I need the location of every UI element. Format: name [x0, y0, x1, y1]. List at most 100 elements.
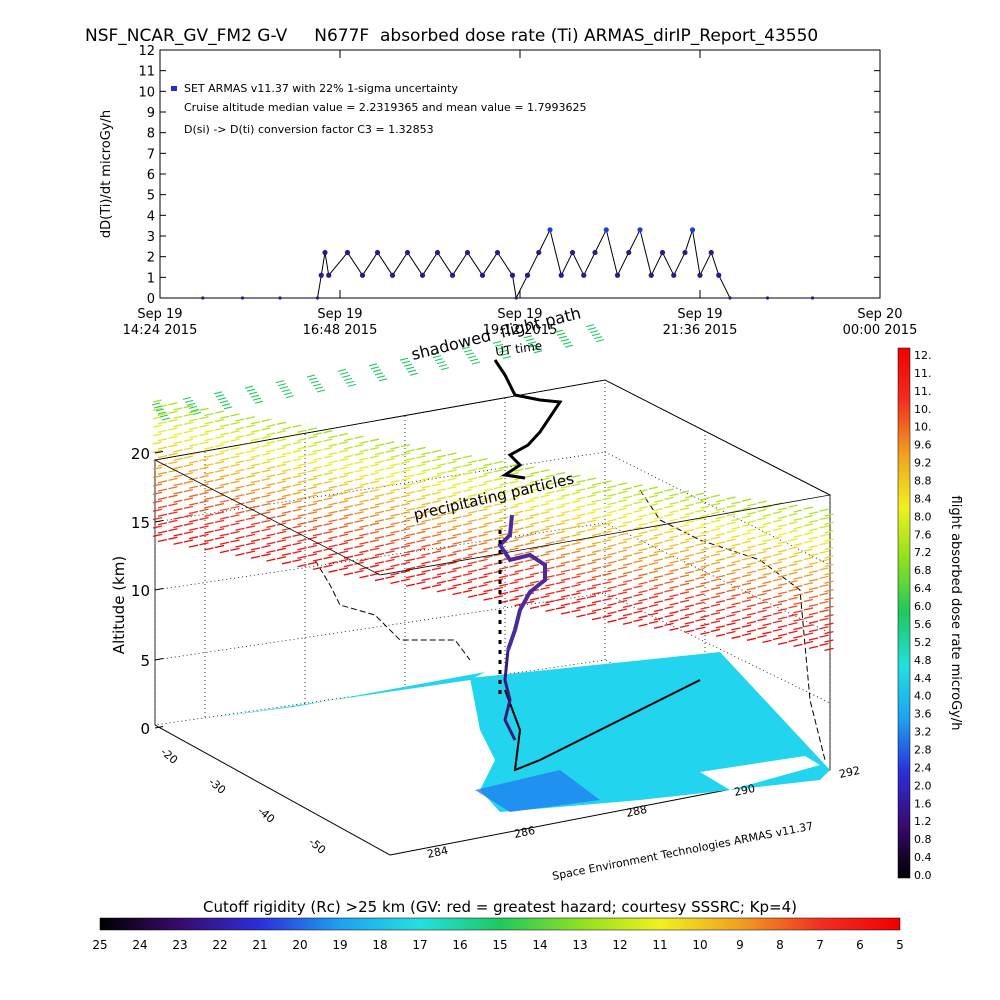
y-tick-label: 7: [147, 147, 155, 162]
particle-mark: [281, 561, 292, 565]
particle-mark: [168, 410, 178, 414]
particle-mark: [250, 513, 261, 517]
data-point: [536, 249, 542, 256]
particle-mark: [710, 528, 721, 532]
particle-mark: [762, 522, 772, 526]
particle-mark: [421, 493, 431, 498]
altitude-tick-mark: [154, 451, 164, 454]
particle-mark: [188, 435, 199, 439]
rigidity-colorbar-tick: 11: [652, 938, 667, 952]
particle-mark: [452, 474, 462, 478]
particle-mark: [452, 482, 462, 486]
particle-mark: [385, 449, 395, 453]
particle-mark: [199, 441, 209, 445]
particle-mark: [390, 530, 400, 534]
particle-mark: [715, 524, 726, 528]
particle-mark: [400, 536, 411, 540]
particle-mark: [400, 570, 411, 574]
particle-mark: [731, 560, 741, 564]
particle-mark: [297, 513, 307, 517]
data-point: [464, 249, 471, 256]
particle-mark: [359, 457, 369, 461]
particle-mark: [715, 574, 726, 579]
particle-mark: [190, 408, 200, 412]
rigidity-colorbar-tick: 21: [252, 938, 267, 952]
particle-mark: [374, 527, 385, 531]
particle-mark: [586, 603, 597, 607]
particle-mark: [343, 471, 354, 475]
particle-mark: [359, 516, 369, 520]
particle-mark: [648, 620, 659, 625]
particle-mark: [347, 383, 357, 387]
particle-mark: [793, 626, 803, 631]
particle-mark: [250, 394, 260, 398]
particle-mark: [173, 508, 183, 512]
particle-mark: [591, 616, 602, 621]
y-tick-label: 11: [138, 65, 155, 80]
particle-mark: [328, 561, 338, 565]
particle-mark: [297, 521, 307, 526]
particle-mark: [793, 601, 803, 605]
particle-mark: [297, 496, 307, 501]
longitude-tick-label: 292: [838, 764, 861, 781]
particle-mark: [808, 620, 819, 624]
particle-mark: [602, 488, 612, 492]
particle-mark: [819, 550, 829, 554]
particle-mark: [493, 586, 504, 591]
particle-mark: [700, 522, 710, 526]
particle-mark: [266, 558, 276, 562]
particle-mark: [436, 572, 447, 576]
particle-mark: [261, 553, 271, 557]
particle-mark: [746, 604, 757, 608]
particle-mark: [514, 527, 524, 531]
particle-mark: [653, 516, 664, 520]
particle-mark: [199, 508, 209, 512]
particle-mark: [695, 584, 705, 589]
dose-colorbar-tick: 9.6: [914, 439, 932, 452]
particle-mark: [762, 505, 772, 509]
particle-mark: [374, 535, 385, 540]
particle-mark: [772, 544, 783, 548]
particle-mark: [679, 532, 690, 536]
particle-mark: [245, 474, 256, 479]
dose-colorbar: 12.11.11.10.10.9.69.28.88.48.07.67.26.86…: [897, 347, 963, 882]
particle-mark: [715, 600, 726, 604]
particle-mark: [157, 429, 168, 433]
particle-mark: [777, 582, 788, 587]
particle-mark: [762, 555, 772, 559]
particle-mark: [204, 421, 214, 425]
particle-mark: [803, 514, 814, 519]
y-tick-label: 0: [147, 292, 155, 307]
particle-mark: [483, 471, 493, 475]
particle-mark: [312, 558, 323, 562]
particle-mark: [400, 477, 411, 481]
particle-mark: [586, 561, 597, 565]
particle-mark: [808, 628, 819, 633]
particle-mark: [819, 592, 829, 596]
particle-mark: [399, 357, 409, 361]
particle-mark: [731, 534, 741, 539]
particle-mark: [509, 597, 519, 602]
particle-mark: [400, 561, 411, 565]
particle-mark: [493, 578, 504, 582]
particle-mark: [700, 497, 710, 501]
particle-mark: [400, 502, 411, 507]
particle-mark: [746, 629, 757, 633]
particle-mark: [276, 497, 287, 501]
particle-mark: [369, 522, 380, 526]
particle-mark: [157, 412, 168, 417]
particle-mark: [204, 480, 214, 484]
chart-title: NSF_NCAR_GV_FM2 G-V N677F absorbed dose …: [85, 26, 818, 46]
ground-map-white-patch: [700, 756, 820, 790]
particle-mark: [695, 551, 705, 555]
y-tick-label: 5: [147, 189, 155, 204]
particle-mark: [230, 488, 240, 493]
particle-mark: [633, 618, 643, 622]
particle-mark: [390, 454, 400, 458]
particle-mark: [199, 474, 209, 479]
particle-mark: [777, 608, 788, 612]
particle-mark: [788, 521, 798, 525]
particle-mark: [803, 615, 814, 619]
particle-mark: [498, 575, 509, 579]
particle-mark: [560, 510, 571, 514]
